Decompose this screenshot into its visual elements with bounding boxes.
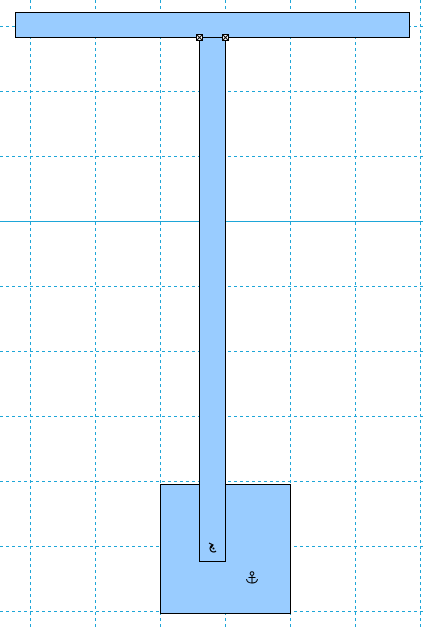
connection-point-right-icon[interactable] [222,34,229,41]
vertical-stem-shape[interactable] [199,37,226,562]
shape-group [15,12,410,614]
anchor-icon [246,571,258,584]
top-bar-shape[interactable] [15,12,410,38]
connection-point-left-icon[interactable] [196,34,203,41]
rotation-handle-icon[interactable] [208,542,217,553]
connection-handles [196,34,229,41]
